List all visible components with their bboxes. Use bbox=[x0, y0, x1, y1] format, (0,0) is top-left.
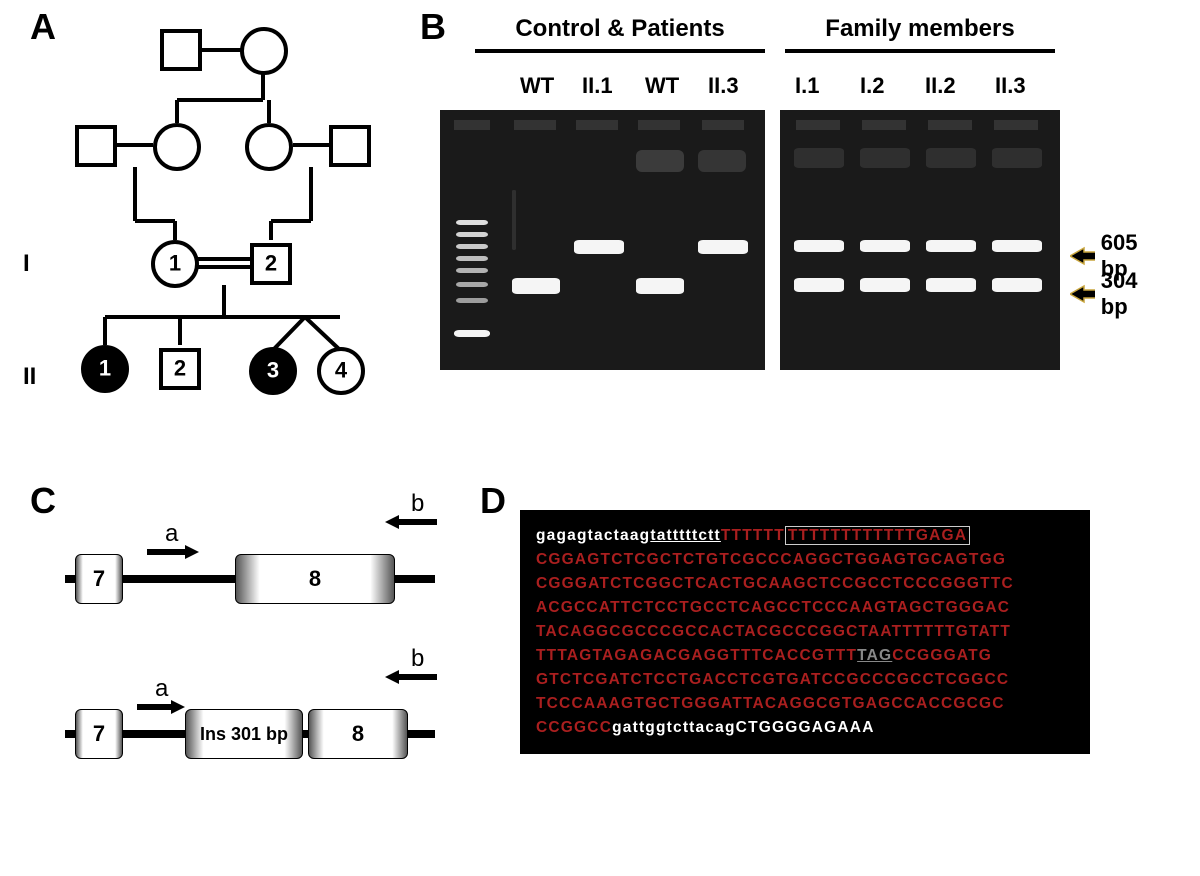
gel-header-right: Family members bbox=[795, 15, 1045, 43]
gel-header-left: Control & Patients bbox=[485, 15, 755, 43]
pedigree-male bbox=[160, 29, 202, 71]
header-rule bbox=[475, 49, 765, 53]
seq-line: ACGCCATTCTCCTGCCTCAGCCTCCCAAGTAGCTGGGAC bbox=[536, 596, 1078, 620]
gel-left bbox=[440, 110, 765, 370]
exon-7: 7 bbox=[75, 554, 123, 604]
pedigree-female-II4: 4 bbox=[317, 347, 365, 395]
lane-label: WT bbox=[520, 73, 554, 99]
seq-line: TACAGGCGCCCGCCACTACGCCCGGCTAATTTTTTGTATT bbox=[536, 620, 1078, 644]
pedigree-male bbox=[329, 125, 371, 167]
lane-label: II.2 bbox=[925, 73, 956, 99]
panel-d-label: D bbox=[480, 480, 506, 522]
pedigree-id: 2 bbox=[265, 250, 277, 276]
primer-a-arrow bbox=[135, 699, 185, 715]
lane-label: II.1 bbox=[582, 73, 613, 99]
pedigree-id: 3 bbox=[267, 357, 279, 383]
lane-label: WT bbox=[645, 73, 679, 99]
pedigree-affected-II1: 1 bbox=[81, 345, 129, 393]
pedigree-id: 4 bbox=[335, 357, 347, 383]
seq-line: TTTAGTAGAGACGAGGTTTCACCGTTTTAGCCGGGATG bbox=[536, 644, 1078, 668]
pedigree-diagram: 1 2 I II 1 2 3 4 bbox=[35, 15, 415, 435]
seq-line: GTCTCGATCTCCTGACCTCGTGATCCGCCCGCCTCGGCC bbox=[536, 668, 1078, 692]
lane-label: II.3 bbox=[995, 73, 1026, 99]
pedigree-female-I1: 1 bbox=[151, 240, 199, 288]
lane-label: I.2 bbox=[860, 73, 884, 99]
primer-b-arrow bbox=[385, 514, 439, 530]
seq-line: TCCCAAAGTGCTGGGATTACAGGCGTGAGCCACCGCGC bbox=[536, 692, 1078, 716]
pedigree-affected-II3: 3 bbox=[249, 347, 297, 395]
exon-7: 7 bbox=[75, 709, 123, 759]
header-rule bbox=[785, 49, 1055, 53]
sequence-box: gagagtactaagtatttttcttTTTTTTTTTTTTTTTTTT… bbox=[520, 510, 1090, 754]
panel-b-label: B bbox=[420, 6, 446, 48]
pedigree-id: 2 bbox=[174, 355, 186, 381]
primer-a-arrow bbox=[145, 544, 199, 560]
band-304-arrow: 304 bp bbox=[1070, 268, 1149, 320]
pedigree-male-II2: 2 bbox=[159, 348, 201, 390]
panel-c-label: C bbox=[30, 480, 56, 522]
generation-II-label: II bbox=[23, 363, 36, 391]
pedigree-id: 1 bbox=[99, 355, 111, 381]
pedigree-male-I2: 2 bbox=[250, 243, 292, 285]
seq-line: CGGGATCTCGGCTCACTGCAAGCTCCGCCTCCCGGGTTC bbox=[536, 572, 1078, 596]
pedigree-female bbox=[245, 123, 293, 171]
seq-line: CGGAGTCTCGCTCTGTCGCCCAGGCTGGAGTGCAGTGG bbox=[536, 548, 1078, 572]
pedigree-female bbox=[153, 123, 201, 171]
exon-8: 8 bbox=[235, 554, 395, 604]
exon-8: 8 bbox=[308, 709, 408, 759]
insertion-block: Ins 301 bp bbox=[185, 709, 303, 759]
generation-I-label: I bbox=[23, 250, 30, 278]
arrow-left-icon bbox=[1070, 246, 1095, 266]
primer-b-arrow bbox=[385, 669, 439, 685]
band-size-text: 304 bp bbox=[1101, 268, 1149, 320]
pedigree-id: 1 bbox=[169, 250, 181, 276]
gel-right bbox=[780, 110, 1060, 370]
pedigree-female bbox=[240, 27, 288, 75]
lane-label: II.3 bbox=[708, 73, 739, 99]
arrow-left-icon bbox=[1070, 284, 1095, 304]
lane-label: I.1 bbox=[795, 73, 819, 99]
pedigree-male bbox=[75, 125, 117, 167]
seq-line: CCGGCCgattggtcttacagCTGGGGAGAAA bbox=[536, 716, 1078, 740]
seq-line: gagagtactaagtatttttcttTTTTTTTTTTTTTTTTTT… bbox=[536, 524, 1078, 548]
